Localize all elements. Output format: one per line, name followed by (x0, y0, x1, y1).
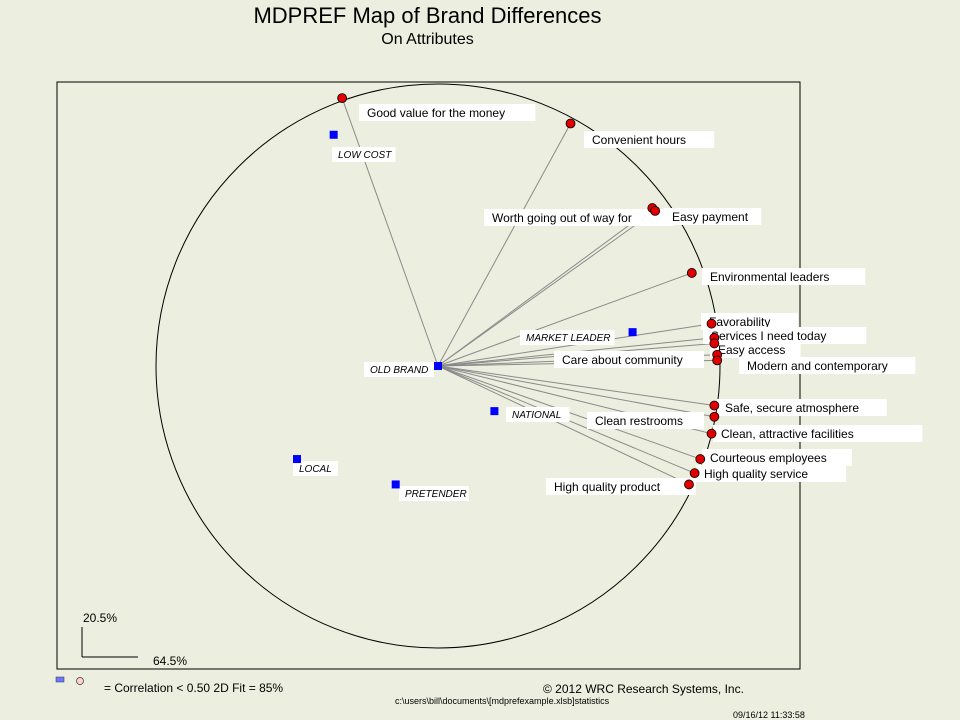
attribute-label-bg (359, 104, 536, 121)
attribute-point-safe-secure-atmosphere (709, 400, 720, 411)
attribute-vector-worth-going-out-of-way-for (437, 207, 653, 367)
attribute-point-courteous-employees (695, 454, 706, 464)
attribute-label-bg (710, 341, 801, 358)
attribute-point-easy-payment (650, 205, 661, 216)
attribute-label-bg (702, 268, 866, 285)
attribute-label-favorability: Favorability (709, 315, 770, 329)
brand-label-market-leader: MARKET LEADER (526, 333, 610, 344)
attribute-label-courteous-employees: Courteous employees (710, 451, 827, 465)
brand-point-market-leader (628, 328, 637, 337)
attribute-vector-easy-payment (437, 210, 656, 367)
brand-label-bg (364, 362, 434, 377)
attribute-point-clean-attractive-facilities (706, 428, 717, 439)
attribute-label-bg (696, 465, 846, 482)
attribute-label-bg (701, 313, 799, 330)
attribute-label-bg (546, 478, 696, 495)
attribute-point-good-value-for-the-money (337, 93, 348, 103)
legend-attribute-marker (76, 677, 84, 685)
attribute-label-services-i-need-today: Services I need today (711, 329, 826, 343)
file-path-text: c:\users\bill\documents\[mdprefexample.x… (395, 696, 610, 706)
attribute-label-clean-attractive-facilities: Clean, attractive facilities (721, 427, 854, 441)
brand-point-low-cost (329, 130, 338, 139)
attribute-vector-safe-secure-atmosphere (437, 365, 715, 406)
brand-label-old-brand: OLD BRAND (370, 365, 428, 376)
attribute-label-high-quality-product: High quality product (554, 480, 661, 494)
attribute-label-bg (584, 131, 715, 148)
attribute-point-high-quality-product (684, 479, 694, 490)
attribute-vector-environmental-leaders (437, 272, 692, 367)
attribute-label-bg (703, 327, 867, 344)
brand-label-low-cost: LOW COST (338, 150, 392, 161)
attribute-label-bg (739, 357, 916, 374)
legend-brand-marker (55, 676, 65, 683)
attribute-point-environmental-leaders (686, 268, 697, 278)
attribute-label-safe-secure-atmosphere: Safe, secure atmosphere (725, 401, 859, 415)
brand-label-bg (332, 147, 396, 162)
brand-point-local (293, 455, 301, 464)
attribute-label-bg (664, 208, 762, 225)
legend-correlation-text: = Correlation < 0.50 2D Fit = 85% (104, 681, 284, 695)
attribute-label-bg (702, 449, 852, 466)
attribute-point-easy-access (709, 338, 720, 349)
attribute-label-bg (717, 399, 887, 416)
attribute-point-modern-and-contemporary (712, 355, 723, 366)
brand-label-bg (293, 461, 338, 476)
attribute-label-worth-going-out-of-way-for: Worth going out of way for (492, 211, 632, 225)
attribute-vector-clean-restrooms (437, 365, 715, 418)
brand-point-pretender (391, 480, 400, 489)
attribute-label-bg (713, 425, 923, 442)
attribute-label-modern-and-contemporary: Modern and contemporary (747, 359, 888, 373)
attribute-point-convenient-hours (565, 118, 576, 129)
attribute-vector-convenient-hours (437, 123, 571, 367)
attribute-label-easy-access: Easy access (718, 343, 785, 357)
attribute-vector-high-quality-product (437, 365, 690, 485)
plot-frame (56, 81, 801, 670)
brand-label-pretender: PRETENDER (405, 489, 467, 500)
scale-y-label: 20.5% (83, 611, 117, 625)
attribute-label-bg (484, 209, 674, 226)
copyright-text: © 2012 WRC Research Systems, Inc. (543, 682, 744, 696)
brand-label-national: NATIONAL (512, 410, 561, 421)
attribute-label-clean-restrooms: Clean restrooms (595, 414, 683, 428)
attribute-label-high-quality-service: High quality service (704, 467, 808, 481)
unit-circle (155, 83, 721, 649)
attribute-point-clean-restrooms (709, 411, 720, 422)
brand-point-national (490, 407, 499, 416)
attribute-label-bg (587, 412, 704, 429)
attribute-label-bg (554, 351, 704, 368)
attribute-label-easy-payment: Easy payment (672, 210, 749, 224)
chart-title: MDPREF Map of Brand Differences (253, 3, 602, 28)
scale-x-label: 64.5% (153, 654, 187, 668)
attribute-label-care-about-community: Care about community (562, 353, 683, 367)
attribute-label-convenient-hours: Convenient hours (592, 133, 686, 147)
chart-subtitle: On Attributes (381, 31, 474, 48)
timestamp-text: 09/16/12 11:33:58 (733, 710, 805, 720)
attribute-label-environmental-leaders: Environmental leaders (710, 270, 829, 284)
brand-label-bg (399, 486, 469, 501)
brand-point-old-brand (434, 362, 442, 370)
brand-label-bg (506, 407, 570, 422)
attribute-point-high-quality-service (689, 468, 700, 479)
attribute-vector-good-value-for-the-money (341, 97, 439, 367)
attribute-point-favorability (706, 318, 717, 329)
attribute-label-good-value-for-the-money: Good value for the money (367, 106, 505, 120)
brand-label-local: LOCAL (299, 464, 332, 475)
brand-label-bg (520, 330, 615, 345)
